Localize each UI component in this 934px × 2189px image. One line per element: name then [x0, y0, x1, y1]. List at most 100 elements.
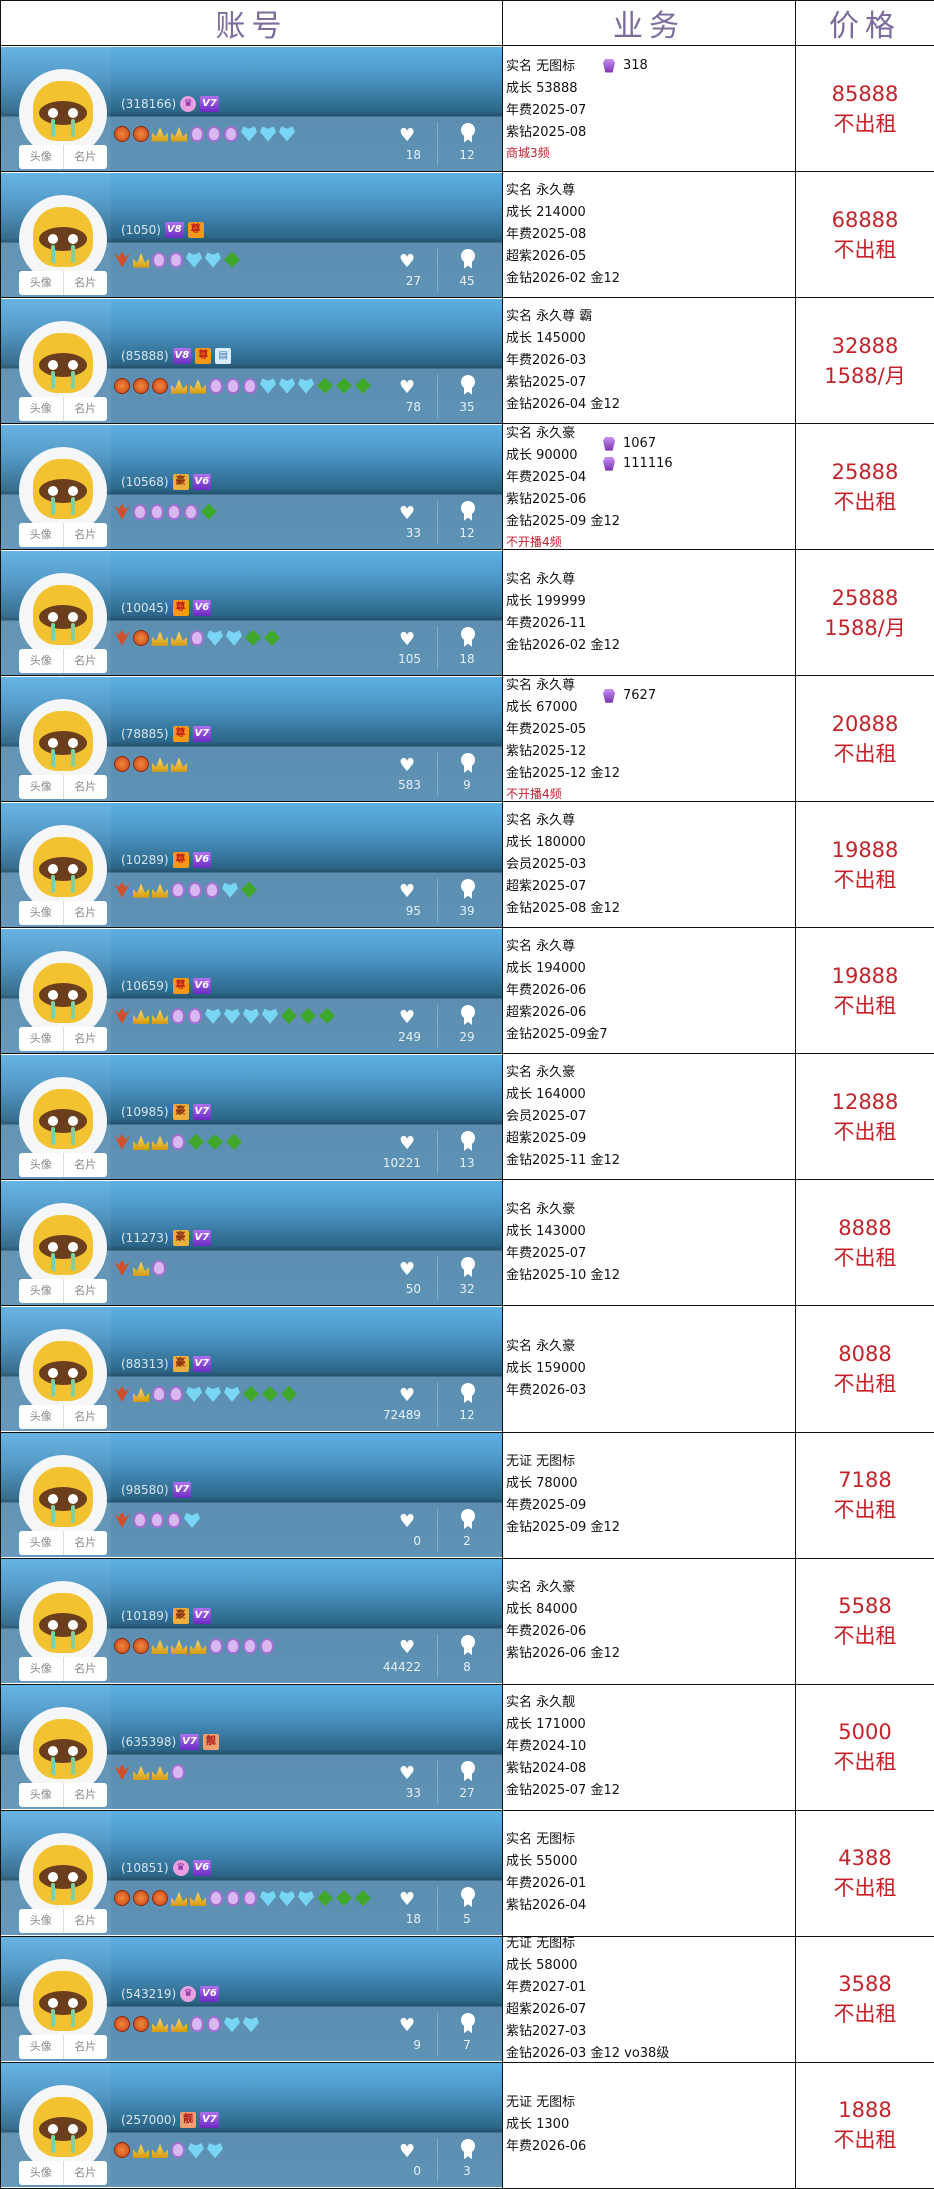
liang-badge: 靓 [180, 2112, 196, 2128]
avatar[interactable] [19, 69, 107, 157]
profile-card[interactable]: 头像名片 (98580)V7 ♥ 0 2 [1, 1433, 502, 1557]
avatar[interactable] [19, 573, 107, 661]
profile-card-button[interactable]: 名片 [64, 1657, 108, 1681]
profile-card-button[interactable]: 名片 [64, 2161, 108, 2185]
blue-diamond-medal-icon [222, 882, 238, 898]
avatar-button[interactable]: 头像 [19, 1531, 64, 1555]
heart-icon: ♥ [399, 1385, 415, 1406]
profile-card-button[interactable]: 名片 [64, 901, 108, 925]
profile-card-button[interactable]: 名片 [64, 1783, 108, 1807]
profile-card-button[interactable]: 名片 [64, 1909, 108, 1933]
avatar[interactable] [19, 321, 107, 409]
profile-card[interactable]: 头像名片 (10851)♛V6 ♥ 18 5 [1, 1811, 502, 1935]
avatar-button[interactable]: 头像 [19, 1783, 64, 1807]
rent-status: 不出租 [796, 235, 934, 265]
avatar-button[interactable]: 头像 [19, 1027, 64, 1051]
avatar[interactable] [19, 1959, 107, 2047]
avatar[interactable] [19, 1455, 107, 1543]
avatar-button[interactable]: 头像 [19, 649, 64, 673]
raccoon-avatar-icon [33, 2097, 93, 2157]
profile-card-button[interactable]: 名片 [64, 145, 108, 169]
avatar-button[interactable]: 头像 [19, 271, 64, 295]
heart-icon: ♥ [399, 377, 415, 398]
avatar[interactable] [19, 195, 107, 283]
avatar-button[interactable]: 头像 [19, 2035, 64, 2059]
business-line: 实名 永久尊 [506, 936, 795, 958]
avatar[interactable] [19, 951, 107, 1039]
profile-card-button[interactable]: 名片 [64, 1153, 108, 1177]
medal-list [114, 1386, 297, 1402]
avatar[interactable] [19, 447, 107, 535]
avatar-button[interactable]: 头像 [19, 523, 64, 547]
price: 12888 [796, 1087, 934, 1117]
business-line: 金钻2025-12 金12 [506, 763, 795, 785]
avatar[interactable] [19, 699, 107, 787]
award-count: 12 [447, 526, 487, 540]
medal-list [114, 252, 240, 268]
avatar[interactable] [19, 2085, 107, 2173]
avatar[interactable] [19, 825, 107, 913]
blue-diamond-medal-icon [186, 252, 202, 268]
red-wing-medal-icon [114, 630, 130, 646]
avatar[interactable] [19, 1077, 107, 1165]
like-count: 583 [371, 778, 421, 792]
gift-count: 1067 [603, 433, 656, 455]
avatar-button[interactable]: 头像 [19, 1657, 64, 1681]
profile-card-button[interactable]: 名片 [64, 271, 108, 295]
profile-card[interactable]: 头像名片 (318166)♛V7 ♥ 18 12 [1, 47, 502, 171]
purple-shield-medal-icon [226, 378, 240, 394]
avatar-button[interactable]: 头像 [19, 145, 64, 169]
profile-card-button[interactable]: 名片 [64, 2035, 108, 2059]
avatar[interactable] [19, 1329, 107, 1417]
profile-card-button[interactable]: 名片 [64, 1531, 108, 1555]
profile-card-button[interactable]: 名片 [64, 1279, 108, 1303]
raccoon-avatar-icon [33, 1593, 93, 1653]
blue-diamond-medal-icon [243, 1008, 259, 1024]
blue-diamond-medal-icon [207, 2142, 223, 2158]
avatar[interactable] [19, 1707, 107, 1795]
avatar-button[interactable]: 头像 [19, 2161, 64, 2185]
business-line: 成长 53888 [506, 78, 795, 100]
profile-card-button[interactable]: 名片 [64, 1027, 108, 1051]
purple-shield-medal-icon [243, 378, 257, 394]
avatar[interactable] [19, 1203, 107, 1291]
avatar-button[interactable]: 头像 [19, 901, 64, 925]
profile-card-button[interactable]: 名片 [64, 397, 108, 421]
heart-icon: ♥ [399, 2141, 415, 2162]
avatar-button[interactable]: 头像 [19, 775, 64, 799]
profile-card-button[interactable]: 名片 [64, 775, 108, 799]
award-ribbon-icon [461, 1887, 475, 1907]
profile-card-button[interactable]: 名片 [64, 1405, 108, 1429]
avatar-button[interactable]: 头像 [19, 1153, 64, 1177]
profile-card[interactable]: 头像名片 (543219)♛V6 ♥ 9 7 [1, 1937, 502, 2061]
business-line: 成长 180000 [506, 832, 795, 854]
avatar-button[interactable]: 头像 [19, 1405, 64, 1429]
profile-card-button[interactable]: 名片 [64, 523, 108, 547]
heart-icon: ♥ [399, 503, 415, 524]
avatar-button[interactable]: 头像 [19, 397, 64, 421]
account-id: (10851) [121, 1861, 169, 1875]
avatar[interactable] [19, 1581, 107, 1669]
vip-level-badge: V7 [193, 1356, 212, 1372]
green-leaf-medal-icon [317, 1890, 333, 1906]
avatar[interactable] [19, 1833, 107, 1921]
profile-card-button[interactable]: 名片 [64, 649, 108, 673]
avatar-button[interactable]: 头像 [19, 1279, 64, 1303]
avatar-button[interactable]: 头像 [19, 1909, 64, 1933]
